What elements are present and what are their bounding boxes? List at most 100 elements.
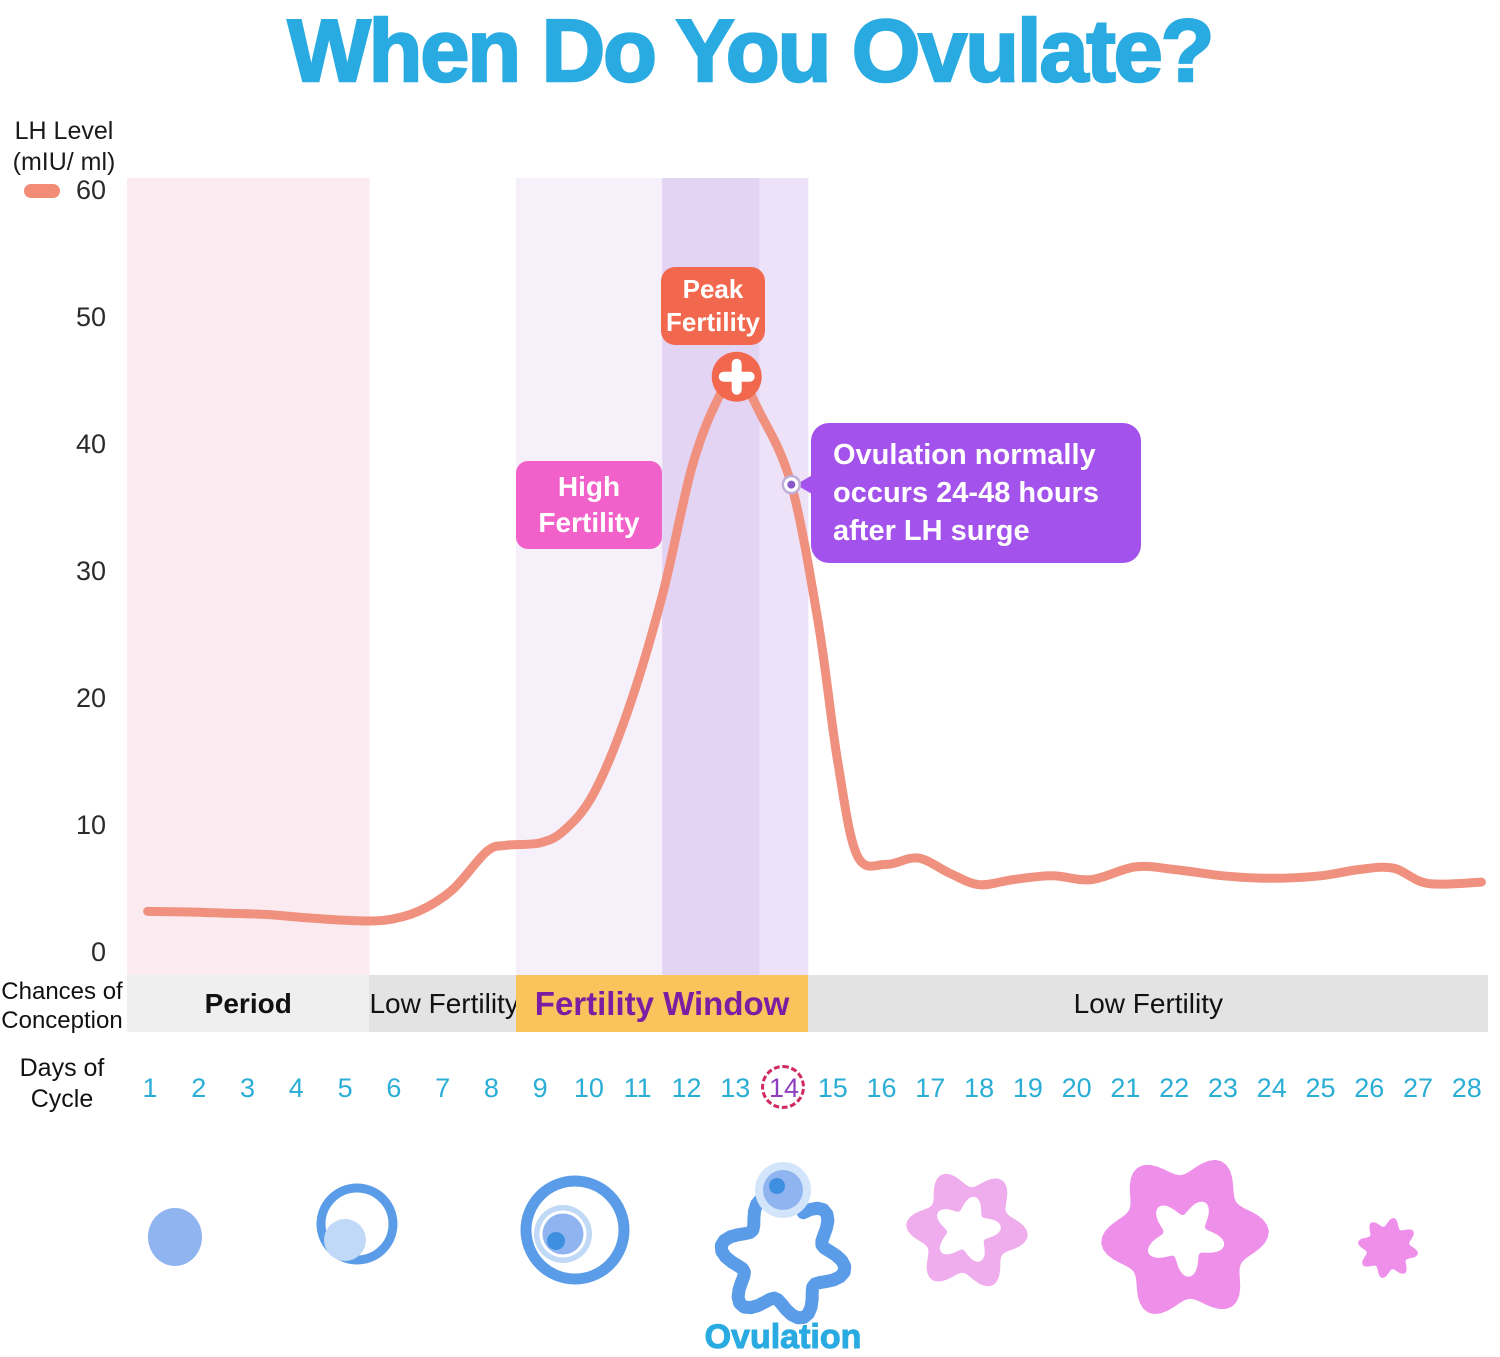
day-number: 16: [866, 1073, 897, 1103]
day-15: 15: [811, 1066, 855, 1110]
day-number: 20: [1061, 1073, 1092, 1103]
days-axis-line2: Cycle: [30, 1085, 94, 1113]
day-9: 9: [518, 1066, 562, 1110]
y-tick-60: 60: [75, 175, 106, 205]
day-number: 11: [623, 1073, 652, 1103]
day-number: 6: [386, 1073, 402, 1103]
day-number: 24: [1256, 1073, 1287, 1103]
day-number: 4: [288, 1073, 304, 1103]
day-number: 13: [720, 1073, 751, 1103]
day-number: 2: [191, 1073, 207, 1103]
lh-series-legend-swatch: [24, 184, 60, 198]
day-22: 22: [1152, 1066, 1196, 1110]
day-number: 15: [817, 1073, 848, 1103]
day-1: 1: [128, 1066, 172, 1110]
day-26: 26: [1347, 1066, 1391, 1110]
day-2: 2: [177, 1066, 221, 1110]
days-axis-label: Days of Cycle: [8, 1053, 116, 1115]
conception-axis-line1: Chances of: [1, 978, 123, 1005]
day-number: 22: [1159, 1073, 1190, 1103]
day-number: 25: [1305, 1073, 1336, 1103]
day-7: 7: [421, 1066, 465, 1110]
day-8: 8: [469, 1066, 513, 1110]
peak-fertility-line2: Fertility: [666, 307, 760, 337]
day-5: 5: [323, 1066, 367, 1110]
high-fertility-line1: High: [557, 471, 621, 502]
y-tick-30: 30: [75, 556, 106, 586]
day-number: 1: [142, 1073, 158, 1103]
ovulation-callout-line2: occurs 24-48 hours: [833, 477, 1099, 509]
corpus-luteum-icon: [1101, 1159, 1269, 1315]
high-fertility-line2: Fertility: [538, 507, 640, 538]
day-number: 8: [483, 1073, 499, 1103]
ovulation-callout-line3: after LH surge: [833, 515, 1030, 547]
follicle-lifecycle-row: [148, 1159, 1418, 1325]
day-number: 26: [1354, 1073, 1385, 1103]
day-20: 20: [1055, 1066, 1099, 1110]
plus-icon: [718, 358, 755, 395]
day-number: 19: [1012, 1073, 1043, 1103]
day-number: 14: [768, 1073, 800, 1103]
day-number: 7: [435, 1073, 451, 1103]
y-tick-10: 10: [75, 810, 106, 840]
day-17: 17: [908, 1066, 952, 1110]
y-axis-label: LH Level (mIU/ ml): [6, 116, 122, 178]
early-follicle-icon: [148, 1208, 202, 1266]
day-number: 3: [240, 1073, 256, 1103]
y-tick-50: 50: [75, 302, 106, 332]
y-axis-label-line1: LH Level: [14, 117, 114, 145]
corpus-luteum-forming-icon: [906, 1173, 1028, 1287]
callout-tail: [796, 474, 813, 495]
day-number: 10: [573, 1073, 604, 1103]
conception-axis-label: Chances of Conception: [0, 977, 124, 1035]
conception-axis-line2: Conception: [1, 1007, 123, 1034]
day-number: 18: [964, 1073, 995, 1103]
day-19: 19: [1006, 1066, 1050, 1110]
ovulation-day-dashed-circle: [761, 1065, 805, 1109]
developing-follicle-icon: [316, 1183, 398, 1265]
bar-segment-period: Period: [127, 975, 370, 1032]
day-number: 17: [915, 1073, 946, 1103]
bar-segment-fertility-window: Fertility Window: [515, 975, 809, 1032]
ovulation-point-dot: [787, 480, 796, 489]
corpus-albicans-icon: [1358, 1218, 1418, 1278]
day-4: 4: [274, 1066, 318, 1110]
day-number: 12: [671, 1073, 702, 1103]
day-6: 6: [372, 1066, 416, 1110]
peak-fertility-label: Peak Fertility: [661, 267, 765, 345]
ovulation-callout-line1: Ovulation normally: [833, 439, 1096, 471]
day-3: 3: [226, 1066, 270, 1110]
band-period: [127, 178, 370, 975]
day-number: 27: [1402, 1073, 1434, 1103]
y-tick-0: 0: [90, 937, 106, 967]
day-13: 13: [713, 1066, 757, 1110]
day-number: 21: [1110, 1073, 1141, 1103]
days-axis-line1: Days of: [19, 1054, 105, 1082]
day-10: 10: [567, 1066, 611, 1110]
day-28: 28: [1445, 1066, 1489, 1110]
day-18: 18: [957, 1066, 1001, 1110]
band-ovulation-day: [759, 178, 809, 975]
ovulation-caption: Ovulation: [704, 1318, 862, 1357]
y-axis-label-line2: (mIU/ ml): [12, 148, 116, 176]
day-12: 12: [664, 1066, 708, 1110]
day-25: 25: [1298, 1066, 1342, 1110]
day-number: 5: [337, 1073, 353, 1103]
day-23: 23: [1201, 1066, 1245, 1110]
day-number: 28: [1451, 1073, 1482, 1103]
ovulation-callout: Ovulation normally occurs 24-48 hours af…: [811, 423, 1141, 563]
day-14: 14: [761, 1065, 806, 1110]
day-27: 27: [1396, 1066, 1440, 1110]
band-high-fertility: [515, 178, 663, 975]
day-11: 11: [616, 1066, 660, 1110]
high-fertility-label: High Fertility: [516, 461, 662, 549]
y-tick-40: 40: [75, 429, 106, 459]
day-21: 21: [1103, 1066, 1147, 1110]
peak-fertility-line1: Peak: [682, 274, 744, 304]
page-title: When Do You Ovulate?: [286, 0, 1215, 101]
day-number: 9: [532, 1073, 548, 1103]
mature-follicle-icon: [520, 1175, 630, 1285]
day-24: 24: [1250, 1066, 1294, 1110]
